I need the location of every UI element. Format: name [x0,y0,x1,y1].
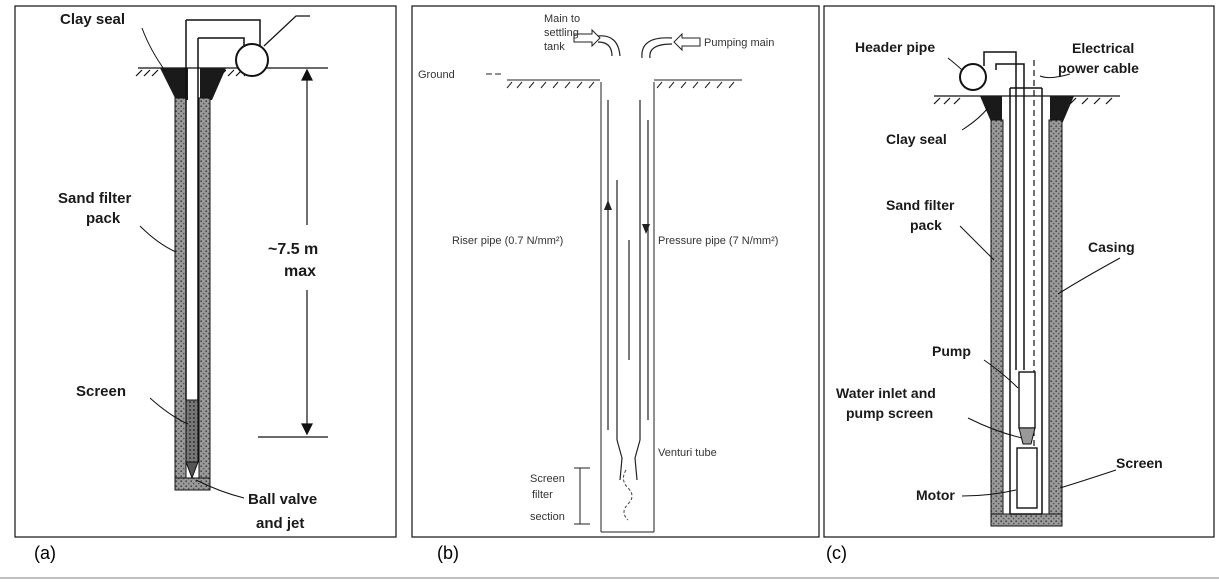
screen-filter-bracket [574,467,590,525]
caption-c: (c) [826,543,847,563]
label-venturi-tube: Venturi tube [658,447,717,459]
panel-c-frame [823,5,1215,538]
header-pipe-leader [263,15,310,47]
venturi-tube [616,439,641,481]
label-depth: ~7.5 m [268,241,318,258]
sand-filter-pack-left [174,97,187,491]
flow-arrows [573,28,701,52]
pipe-flow-arrows [604,200,650,234]
pump-screen [1018,427,1036,445]
label-settling: settling [544,27,579,39]
clay-seal [160,68,226,100]
label-motor: Motor [916,487,955,503]
panel-a-frame [14,5,397,538]
ground-line [486,73,742,89]
label-sand-filter-c: Sand filter [886,197,955,213]
label-header-pipe: Header pipe [855,39,935,55]
caption-b: (b) [437,543,459,563]
panel-c-leaders [947,57,1121,497]
panel-a-leaders [139,27,245,499]
label-sand-filter-pack-a: pack [86,210,121,227]
label-screen-c: Screen [1116,455,1163,471]
panel-c: Header pipe Electrical power cable Clay … [823,5,1215,538]
borehole [600,82,655,533]
label-clay-seal-c: Clay seal [886,131,947,147]
label-ball-valve-jet: and jet [256,515,304,532]
label-pressure-pipe: Pressure pipe (7 N/mm²) [658,235,778,247]
header-pipe-c [959,63,987,91]
label-ground: Ground [418,69,455,81]
label-screen-a: Screen [76,383,126,400]
sand-filter-pack-right [198,97,211,491]
label-water-inlet: Water inlet and [836,385,936,401]
riser-pressure-pipes [607,100,649,440]
riser-pipe [185,19,261,400]
screen-filter [622,469,633,521]
label-electrical: Electrical [1072,40,1134,56]
label-depth-max: max [284,263,316,280]
label-ball-valve: Ball valve [248,491,317,508]
clay-seal-c [980,96,1074,124]
label-casing: Casing [1088,239,1135,255]
label-riser-pipe: Riser pipe (0.7 N/mm²) [452,235,563,247]
header-pipe [235,43,269,77]
label-section-b: section [530,511,565,523]
ball-valve-jet [185,461,199,480]
label-main-to: Main to [544,13,580,25]
sand-filter-pack-bottom-c [990,513,1063,527]
label-power-cable: power cable [1058,60,1139,76]
sand-filter-pack-left-c [990,119,1004,527]
outlet-pipes [597,35,673,59]
panel-a: Clay seal Sand filter pack ~7.5 m max Sc… [14,5,397,538]
label-pump-screen: pump screen [846,405,933,421]
sand-filter-pack-right-c [1048,119,1063,527]
label-pumping-main: Pumping main [704,37,774,49]
label-screen-b: Screen [530,473,565,485]
label-clay-seal-a: Clay seal [60,11,125,28]
label-tank: tank [544,41,565,53]
panel-b-frame [411,5,820,538]
motor [1016,447,1038,509]
riser-pipe-c [983,51,1025,370]
label-sand-filter-a: Sand filter [58,190,132,207]
label-filter-b: filter [532,489,553,501]
label-sand-filter-pack-c: pack [910,217,942,233]
pump [1018,371,1036,429]
label-pump: Pump [932,343,971,359]
ground-surface-c [933,95,1120,105]
depth-dimension [258,67,328,438]
caption-a: (a) [34,543,56,563]
screen [185,399,199,463]
panel-b: Main to settling tank Pumping main Groun… [411,5,820,538]
